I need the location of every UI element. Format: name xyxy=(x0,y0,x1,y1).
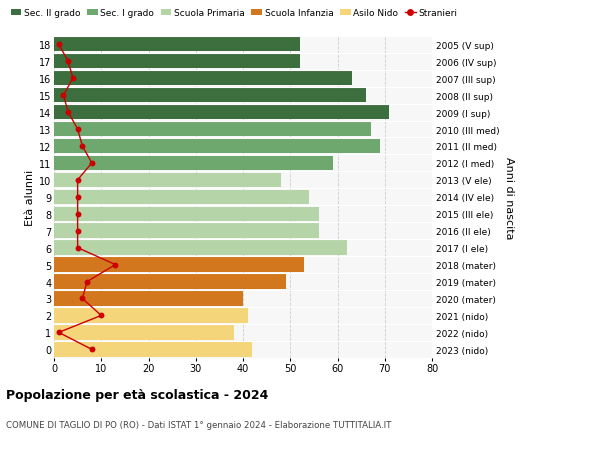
Bar xyxy=(54,106,389,120)
Bar xyxy=(54,123,371,137)
Bar xyxy=(54,140,380,154)
Point xyxy=(54,329,64,336)
Point xyxy=(64,58,73,66)
Point xyxy=(77,143,87,150)
Point xyxy=(73,177,82,184)
Bar xyxy=(54,241,347,255)
Bar xyxy=(54,325,233,340)
Point xyxy=(54,41,64,49)
Bar xyxy=(54,258,304,272)
Bar xyxy=(54,275,286,289)
Bar xyxy=(54,55,300,69)
Bar xyxy=(54,308,248,323)
Point xyxy=(110,261,120,269)
Point xyxy=(73,245,82,252)
Bar xyxy=(54,207,319,221)
Point xyxy=(77,295,87,302)
Bar xyxy=(54,157,333,171)
Bar xyxy=(54,342,253,357)
Point xyxy=(73,211,82,218)
Bar xyxy=(54,89,366,103)
Point xyxy=(64,109,73,117)
Bar xyxy=(54,291,243,306)
Point xyxy=(73,126,82,134)
Point xyxy=(87,346,97,353)
Bar xyxy=(54,72,352,86)
Bar xyxy=(54,224,319,238)
Legend: Sec. II grado, Sec. I grado, Scuola Primaria, Scuola Infanzia, Asilo Nido, Stran: Sec. II grado, Sec. I grado, Scuola Prim… xyxy=(11,9,457,18)
Point xyxy=(73,194,82,201)
Bar xyxy=(54,173,281,188)
Bar xyxy=(54,190,309,205)
Point xyxy=(73,228,82,235)
Point xyxy=(59,92,68,100)
Y-axis label: Anni di nascita: Anni di nascita xyxy=(503,156,514,239)
Point xyxy=(87,160,97,167)
Point xyxy=(97,312,106,319)
Y-axis label: Età alunni: Età alunni xyxy=(25,169,35,225)
Point xyxy=(82,278,92,285)
Bar xyxy=(54,38,300,52)
Text: Popolazione per età scolastica - 2024: Popolazione per età scolastica - 2024 xyxy=(6,388,268,401)
Text: COMUNE DI TAGLIO DI PO (RO) - Dati ISTAT 1° gennaio 2024 - Elaborazione TUTTITAL: COMUNE DI TAGLIO DI PO (RO) - Dati ISTAT… xyxy=(6,420,391,429)
Point xyxy=(68,75,78,83)
